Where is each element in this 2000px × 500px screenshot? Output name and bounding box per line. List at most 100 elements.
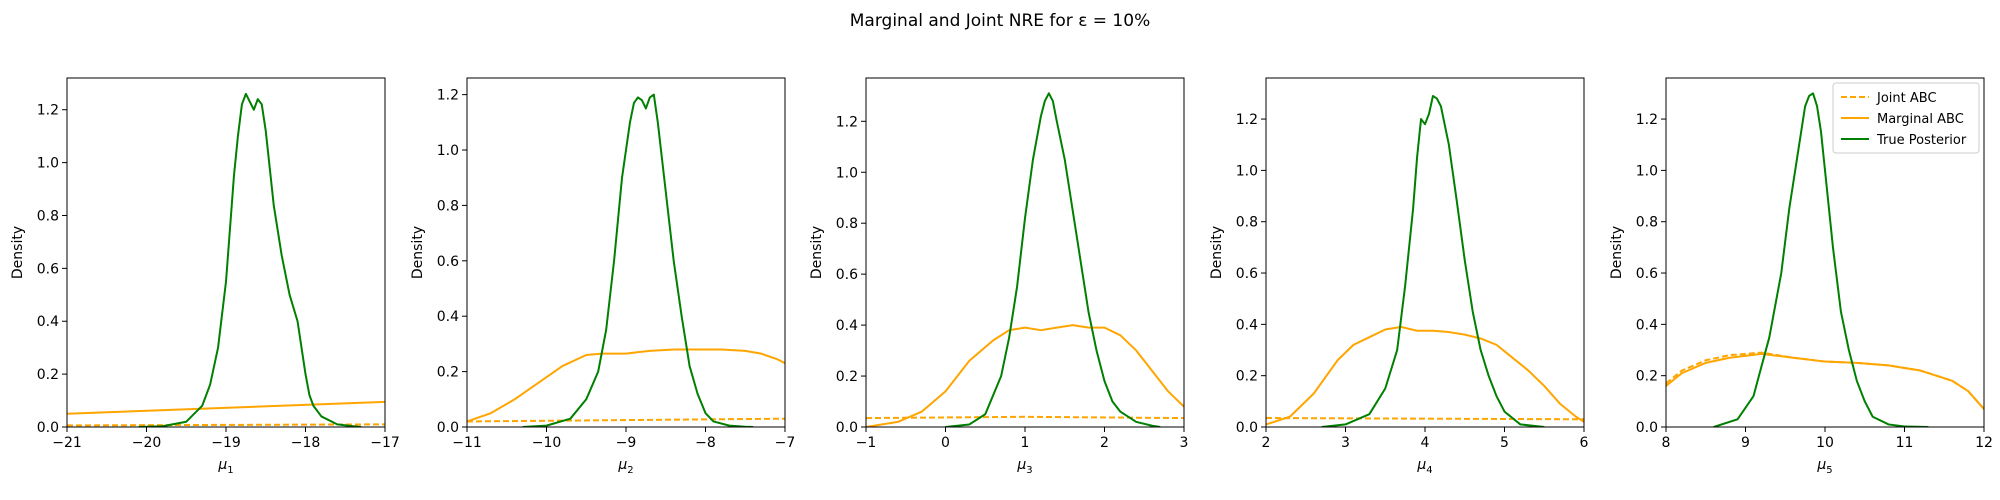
x-tick-label: 1 — [1021, 435, 1030, 451]
panel-4: 2 3 4 5 6 0.0 0.2 0.4 0.6 0.8 1.0 1.2 μ4 Density — [1209, 77, 1589, 476]
y-tick-label: 0.4 — [37, 314, 59, 330]
x-tick-label: 2 — [1100, 435, 1109, 451]
series-marginal-abc-line — [467, 348, 785, 423]
series-marginal-abc-line — [866, 324, 1184, 427]
x-tick-label: −1 — [856, 435, 877, 451]
y-tick-label: 0.8 — [1636, 215, 1658, 231]
x-tick-label: −19 — [211, 435, 241, 451]
plot-area — [67, 92, 385, 427]
x-tick-label: 4 — [1421, 435, 1430, 451]
y-tick-label: 0.2 — [836, 369, 858, 385]
series-joint-abc-line — [467, 417, 785, 423]
panel-3: −1 0 1 2 3 0.0 0.2 0.4 0.6 0.8 1.0 1.2 μ3 Density — [809, 77, 1189, 476]
x-tick-label: 0 — [941, 435, 950, 451]
x-tick-label: 6 — [1580, 435, 1589, 451]
plot-area — [467, 93, 785, 427]
y-tick-label: 1.2 — [1236, 112, 1258, 128]
y-tick-label: 1.0 — [1636, 163, 1658, 179]
y-tick-label: 0.6 — [1236, 266, 1258, 282]
x-tick-label: −9 — [616, 435, 637, 451]
plot-area — [866, 92, 1184, 427]
legend-label: Joint ABC — [1876, 91, 1937, 106]
y-tick-label: 0.2 — [1636, 369, 1658, 385]
y-tick-label: 0.0 — [437, 420, 459, 436]
y-tick-label: 1.0 — [836, 165, 858, 181]
x-tick-label: 10 — [1816, 435, 1834, 451]
legend-label: True Posterior — [1876, 133, 1967, 148]
y-tick-label: 0.4 — [836, 318, 858, 334]
axes-frame — [865, 77, 1185, 428]
y-axis-label: Density — [809, 226, 825, 279]
x-axis-label: μ3 — [1016, 457, 1032, 476]
x-tick-label: 8 — [1662, 435, 1671, 451]
y-tick-label: 0.4 — [1636, 317, 1658, 333]
x-axis-label: μ5 — [1816, 457, 1832, 476]
y-tick-label: 0.8 — [437, 198, 459, 214]
y-tick-label: 0.0 — [1636, 420, 1658, 436]
axes-frame — [66, 77, 386, 428]
y-tick-label: 0.0 — [836, 420, 858, 436]
series-joint-abc-line — [866, 415, 1184, 420]
y-axis-label: Density — [10, 226, 26, 279]
plot-area — [1666, 92, 1984, 427]
legend-box — [1832, 82, 1980, 154]
axes-frame — [1265, 77, 1585, 428]
y-tick-label: 0.6 — [437, 254, 459, 270]
y-tick-label: 1.2 — [37, 103, 59, 119]
legend: Joint ABC Marginal ABC True Posterior — [1832, 82, 1980, 154]
series-true-posterior-line — [945, 92, 1161, 427]
x-axis-label: μ2 — [617, 457, 633, 476]
x-tick-label: −17 — [370, 435, 400, 451]
y-tick-label: 0.8 — [37, 208, 59, 224]
panels: −21 −20 −19 −18 −170.00.20.40.60.81.01.2μ1De… — [10, 77, 1993, 476]
x-tick-label: 3 — [1341, 435, 1350, 451]
y-tick-label: 1.2 — [1636, 112, 1658, 128]
x-tick-label: 2 — [1262, 435, 1271, 451]
y-tick-label: 0.8 — [836, 216, 858, 232]
y-tick-label: 0.6 — [1636, 266, 1658, 282]
y-tick-label: 0.0 — [37, 420, 59, 436]
panel-1: −21 −20 −19 −18 −17 0.0 0.2 0.4 0.6 0.8 1.0 1.2 μ1 De… — [10, 77, 400, 476]
y-tick-label: 0.6 — [37, 261, 59, 277]
series-marginal-abc-line — [67, 400, 385, 415]
y-tick-label: 0.2 — [437, 365, 459, 381]
x-tick-label: −18 — [291, 435, 321, 451]
x-tick-label: −10 — [532, 435, 562, 451]
x-tick-label: −11 — [452, 435, 482, 451]
y-tick-label: 1.0 — [37, 156, 59, 172]
x-tick-label: 3 — [1180, 435, 1189, 451]
y-tick-label: 1.0 — [437, 143, 459, 159]
y-tick-label: 0.6 — [836, 267, 858, 283]
x-axis-label: μ1 — [217, 457, 233, 476]
x-tick-label: 9 — [1741, 435, 1750, 451]
y-tick-label: 1.2 — [437, 88, 459, 104]
legend-label: Marginal ABC — [1877, 112, 1964, 127]
series-true-posterior-line — [1713, 92, 1929, 427]
figure-title: Marginal and Joint NRE for ε = 10% — [850, 11, 1150, 31]
y-tick-label: 1.2 — [836, 114, 858, 130]
y-tick-label: 1.0 — [1236, 163, 1258, 179]
y-tick-label: 0.2 — [37, 367, 59, 383]
series-true-posterior-line — [138, 92, 362, 427]
series-joint-abc-line — [1266, 417, 1584, 421]
y-axis-label: Density — [1209, 226, 1225, 279]
x-tick-label: −7 — [775, 435, 796, 451]
y-axis-label: Density — [410, 226, 426, 279]
series-true-posterior-line — [522, 93, 754, 427]
y-tick-label: 0.8 — [1236, 215, 1258, 231]
series-joint-abc-line — [67, 423, 385, 427]
axes-frame — [466, 77, 786, 428]
y-axis-label: Density — [1609, 226, 1625, 279]
x-tick-label: 12 — [1975, 435, 1993, 451]
y-tick-label: 0.0 — [1236, 420, 1258, 436]
series-marginal-abc-line — [1266, 325, 1584, 426]
x-tick-label: 11 — [1896, 435, 1914, 451]
x-tick-label: −20 — [132, 435, 162, 451]
y-tick-label: 0.4 — [1236, 317, 1258, 333]
x-tick-label: 5 — [1500, 435, 1509, 451]
y-tick-label: 0.4 — [437, 309, 459, 325]
x-tick-label: −21 — [52, 435, 82, 451]
panel-2: −11 −10 −9 −8 −7 0.0 0.2 0.4 0.6 0.8 1.0 1.2 μ2 Densi… — [410, 77, 796, 476]
y-tick-label: 0.2 — [1236, 369, 1258, 385]
